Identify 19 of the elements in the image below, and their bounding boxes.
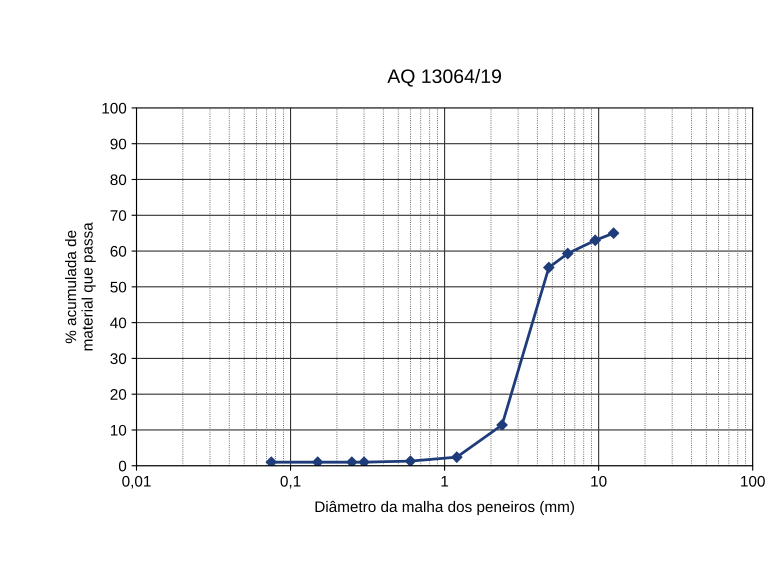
y-tick-label: 70 — [110, 210, 126, 221]
y-tick-label: 60 — [110, 246, 126, 257]
x-tick-label: 100 — [741, 476, 765, 487]
y-tick-label: 20 — [110, 389, 126, 400]
y-tick-label: 40 — [110, 317, 126, 328]
x-tick-label: 0,1 — [280, 476, 300, 489]
y-tick-label: 100 — [102, 102, 126, 114]
y-tick-label: 90 — [110, 138, 126, 150]
chart-title: AQ 13064/19 — [387, 68, 501, 87]
x-tick-label: 1 — [442, 476, 448, 487]
y-tick-label: 50 — [110, 282, 126, 293]
x-axis-title: Diâmetro da malha dos peneiros (mm) — [316, 500, 574, 516]
y-tick-label: 30 — [110, 353, 126, 364]
x-tick-label: 0,01 — [122, 476, 151, 489]
y-axis-title: % acumulada de material que passa — [65, 222, 96, 350]
x-tick-label: 10 — [591, 476, 607, 487]
y-tick-label: 80 — [110, 174, 126, 186]
y-tick-label: 0 — [118, 460, 126, 472]
y-tick-label: 10 — [110, 424, 126, 436]
